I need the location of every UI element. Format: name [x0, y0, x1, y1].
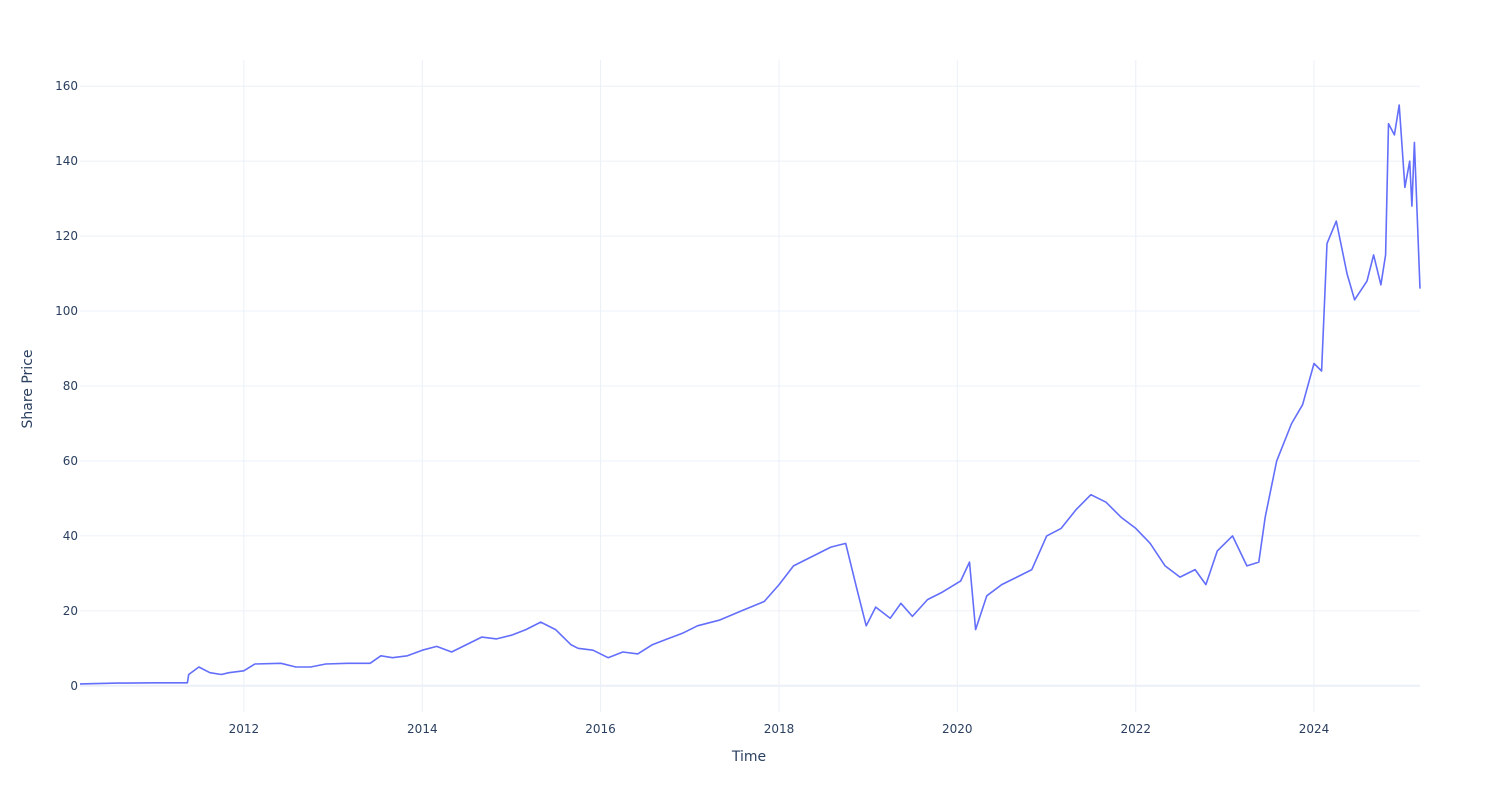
x-tick-label: 2024 [1299, 722, 1330, 736]
grid-lines [80, 60, 1420, 712]
y-axis-ticks: 0 20 40 60 80 100 120 140 160 [55, 79, 78, 693]
series-layer [79, 104, 1421, 685]
x-axis-title: Time [731, 749, 766, 765]
y-tick-label: 40 [63, 529, 78, 543]
series-line [79, 104, 1421, 685]
y-tick-label: 160 [55, 79, 78, 93]
y-tick-label: 80 [63, 379, 78, 393]
x-tick-label: 2022 [1121, 722, 1152, 736]
y-tick-label: 0 [70, 679, 78, 693]
y-tick-label: 120 [55, 229, 78, 243]
x-tick-label: 2020 [942, 722, 973, 736]
y-tick-label: 20 [63, 604, 78, 618]
x-tick-label: 2018 [764, 722, 795, 736]
x-axis-ticks: 2012 2014 2016 2018 2020 2022 2024 [229, 722, 1330, 736]
x-tick-label: 2014 [407, 722, 438, 736]
y-tick-label: 140 [55, 154, 78, 168]
y-tick-label: 60 [63, 454, 78, 468]
x-tick-label: 2012 [229, 722, 260, 736]
x-tick-label: 2016 [585, 722, 616, 736]
y-axis-title: Share Price [20, 349, 36, 428]
y-tick-label: 100 [55, 304, 78, 318]
